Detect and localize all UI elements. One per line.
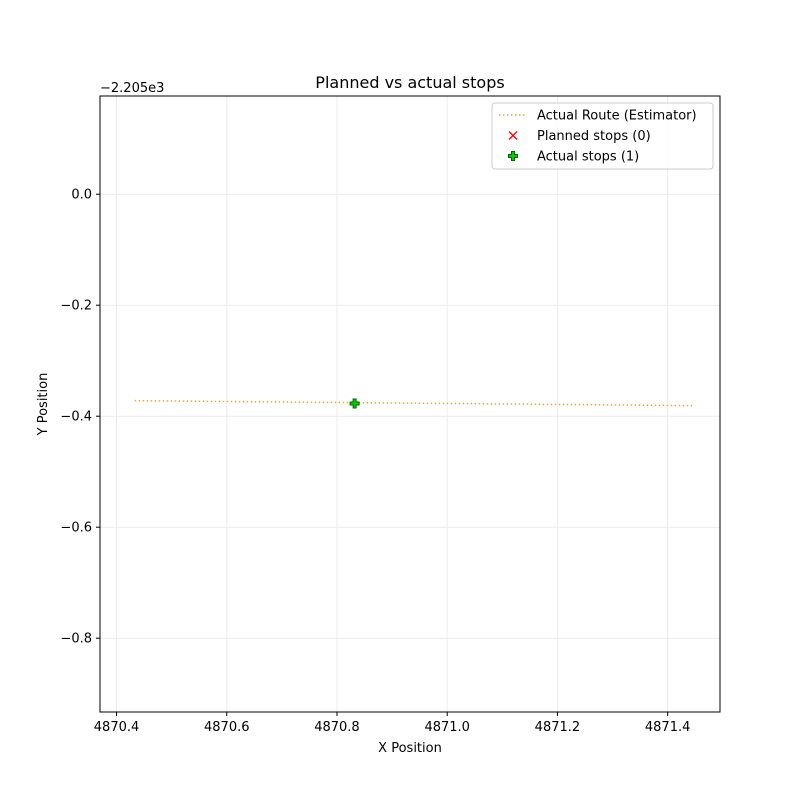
- route-line: [134, 399, 694, 407]
- x-axis-label: X Position: [378, 741, 442, 756]
- x-tick-label: 4871.4: [645, 720, 691, 735]
- x-tick-label: 4871.0: [424, 720, 470, 735]
- legend-entry-label: Planned stops (0): [537, 129, 651, 144]
- chart-title: Planned vs actual stops: [315, 73, 504, 92]
- legend-plus-swatch: [508, 151, 518, 161]
- axis-ticks: 4870.4 4870.6 4870.8 4871.0 4871.2 4871.4 0.0 −…: [60, 188, 690, 735]
- plot-frame: [99, 95, 721, 713]
- grid-lines: [100, 96, 720, 712]
- legend: Actual Route (Estimator) Planned stops (0…: [491, 102, 714, 170]
- x-tick-label: 4870.4: [94, 720, 140, 735]
- y-tick-label: −0.6: [60, 521, 92, 536]
- x-tick-label: 4870.6: [204, 720, 250, 735]
- series-layer: [134, 398, 694, 409]
- y-tick-label: −0.4: [60, 410, 92, 425]
- legend-box: [491, 102, 714, 170]
- actual-stop-point: [349, 398, 360, 409]
- y-axis-label: Y Position: [36, 373, 51, 437]
- y-tick-label: 0.0: [71, 188, 92, 203]
- y-tick-label: −0.8: [60, 632, 92, 647]
- x-tick-label: 4871.2: [535, 720, 581, 735]
- y-axis-offset-label: −2.205e3: [100, 81, 164, 96]
- legend-entry-label: Actual stops (1): [537, 150, 639, 165]
- legend-entry-label: Actual Route (Estimator): [537, 109, 697, 124]
- y-tick-label: −0.2: [60, 299, 92, 314]
- x-tick-label: 4870.8: [314, 720, 360, 735]
- legend-x-swatch: [508, 131, 518, 140]
